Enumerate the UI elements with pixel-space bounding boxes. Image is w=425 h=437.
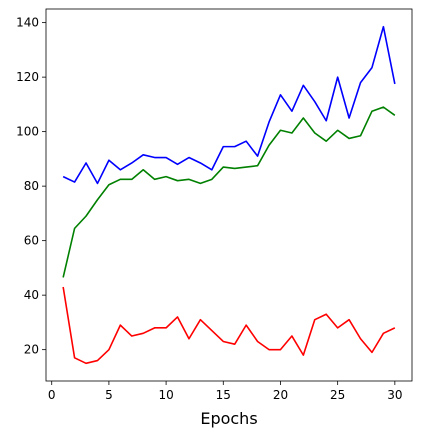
y-tick-label: 140 [16,16,39,30]
series-line-3 [62,286,396,365]
x-tick-label: 0 [48,388,56,402]
series-line-2 [62,106,396,278]
x-tick-label: 10 [158,388,173,402]
x-axis-label: Epochs [200,409,257,428]
x-axis: 0 5 10 15 20 25 30 [48,381,402,402]
plot-frame [45,8,413,382]
y-tick-label: 20 [24,343,39,357]
x-tick-label: 5 [105,388,113,402]
y-tick-label: 60 [24,234,39,248]
y-tick-label: 80 [24,179,39,193]
x-tick-label: 30 [387,388,402,402]
x-tick-label: 20 [273,388,288,402]
y-tick-label: 100 [16,125,39,139]
y-axis: 20 40 60 80 100 120 140 [16,16,46,357]
series-layer [62,25,396,365]
y-tick-label: 40 [24,288,39,302]
y-tick-label: 120 [16,70,39,84]
x-tick-label: 25 [330,388,345,402]
series-line-1 [62,25,396,185]
x-tick-label: 15 [216,388,231,402]
